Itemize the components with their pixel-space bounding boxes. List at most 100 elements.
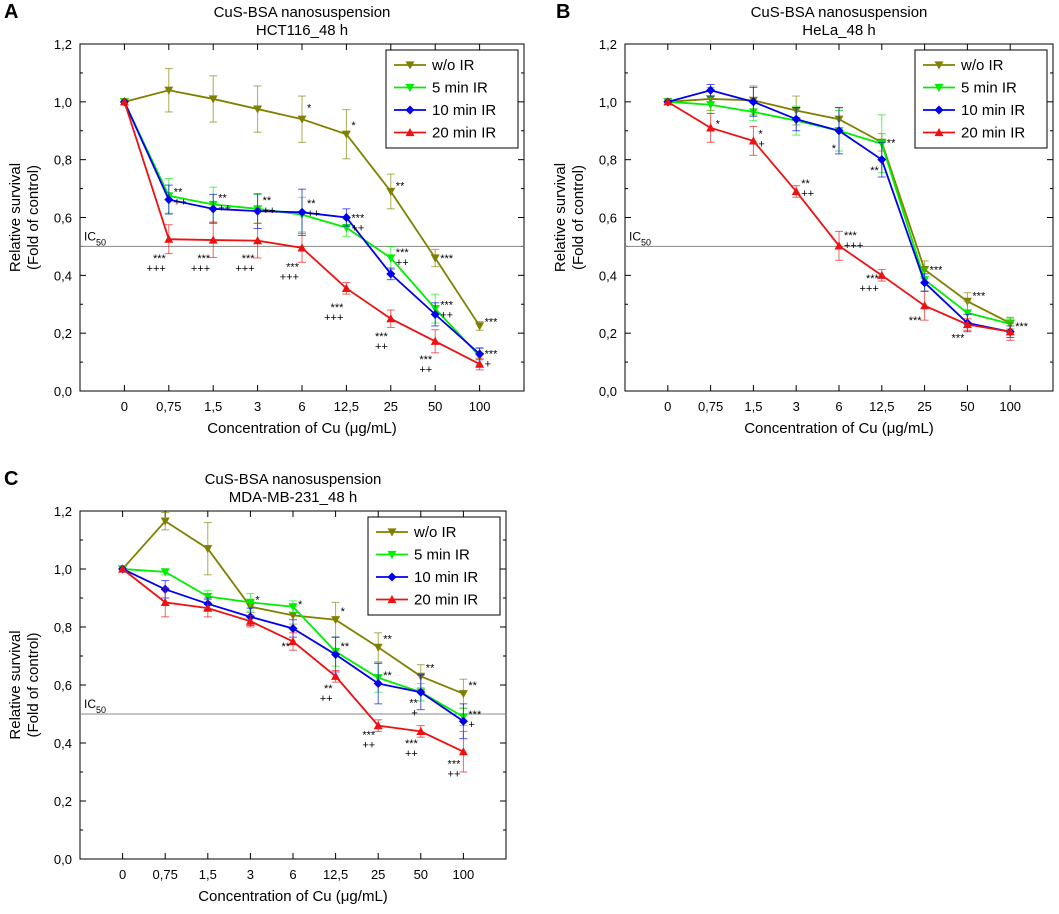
y-axis-label: Relative survival [552,163,569,272]
y-axis-label: (Fold of control) [25,632,42,737]
data-point [297,207,307,217]
data-point [386,254,396,263]
y-tick-label: 1,2 [599,37,617,52]
panel-label: B [556,1,570,23]
data-point [164,86,174,95]
data-point [748,136,758,145]
data-point [160,597,170,606]
significance-mark: *** [375,331,389,343]
x-tick-label: 100 [453,867,475,882]
data-point [962,319,972,329]
legend-marker [405,105,415,115]
data-point [331,616,341,625]
significance-mark: ++ [307,208,320,220]
significance-mark: *** [331,302,345,314]
y-tick-label: 1,0 [54,562,72,577]
significance-mark: ** [307,198,316,210]
significance-mark: +++ [324,312,343,324]
significance-mark: ** [409,697,418,709]
significance-mark: ** [426,663,435,675]
significance-mark: ++ [396,257,409,269]
significance-mark: ++ [375,341,388,353]
x-tick-label: 0,75 [698,399,723,414]
legend-marker [934,83,944,92]
chart-subtitle: MDA-MB-231_48 h [229,489,357,506]
legend-marker [934,128,944,137]
x-tick-label: 50 [960,399,974,414]
significance-mark: * [832,143,837,155]
significance-mark: *** [242,253,256,265]
data-point [164,195,174,205]
series-w-o-ir [119,68,485,331]
y-tick-label: 0,6 [599,211,617,226]
ic50-subscript: 50 [96,705,106,715]
series-20-min-ir [118,564,468,773]
significance-mark: ** [468,680,477,692]
legend-marker [387,572,397,582]
legend-marker [405,61,415,70]
significance-mark: ++ [174,196,187,208]
legend-label: w/o IR [413,524,457,541]
legend-marker [387,528,397,537]
significance-mark: *** [440,299,454,311]
data-point [834,126,844,136]
significance-mark: ** [281,641,290,653]
data-point [297,243,307,252]
legend-label: w/o IR [431,57,475,74]
significance-mark: ** [341,641,350,653]
significance-mark: ++ [320,693,333,705]
x-tick-label: 1,5 [204,399,222,414]
data-point [458,716,468,726]
chart-title: CuS-BSA nanosuspension [205,471,382,488]
data-point [253,206,263,216]
data-point [119,97,129,106]
legend-label: 20 min IR [432,125,496,142]
data-point [253,105,263,114]
significance-mark: + [758,139,764,151]
significance-mark: ++ [405,748,418,760]
series-20-min-ir [663,97,1015,341]
data-point [458,690,468,699]
significance-mark: +++ [147,263,166,275]
legend-marker [934,61,944,70]
legend-label: 5 min IR [432,80,488,97]
data-point [386,314,396,323]
data-point [245,616,255,625]
chart-title: CuS-BSA nanosuspension [751,4,928,21]
significance-mark: * [255,594,260,606]
data-point [208,95,218,104]
significance-mark: +++ [860,283,879,295]
significance-mark: *** [153,253,167,265]
x-tick-label: 1,5 [199,867,217,882]
x-axis-label: Concentration of Cu (μg/mL) [744,420,934,437]
x-axis-label: Concentration of Cu (μg/mL) [207,420,397,437]
y-axis-label: (Fold of control) [25,165,42,270]
y-tick-label: 0,4 [599,268,617,283]
y-tick-label: 0,0 [54,384,72,399]
data-point [288,637,298,646]
x-tick-label: 12,5 [323,867,348,882]
significance-mark: *** [1015,321,1029,333]
legend: w/o IR 5 min IR 10 min IR 20 min IR [385,49,519,149]
x-tick-label: 50 [428,399,442,414]
y-tick-label: 0,2 [54,326,72,341]
significance-mark: * [307,103,312,115]
significance-mark: *** [909,315,923,327]
data-point [475,359,485,368]
x-tick-label: 6 [298,399,305,414]
legend-marker [387,550,397,559]
data-point [706,123,716,132]
significance-mark: *** [930,265,944,277]
significance-mark: * [351,120,356,132]
data-point [253,236,263,245]
data-point [160,568,170,577]
y-tick-label: 0,0 [54,852,72,867]
legend-label: 20 min IR [414,592,478,609]
significance-mark: + [411,707,417,719]
data-point [706,101,716,110]
data-point [373,643,383,652]
chart-title: CuS-BSA nanosuspension [214,4,391,21]
significance-mark: * [341,606,346,618]
x-tick-label: 0,75 [153,867,178,882]
